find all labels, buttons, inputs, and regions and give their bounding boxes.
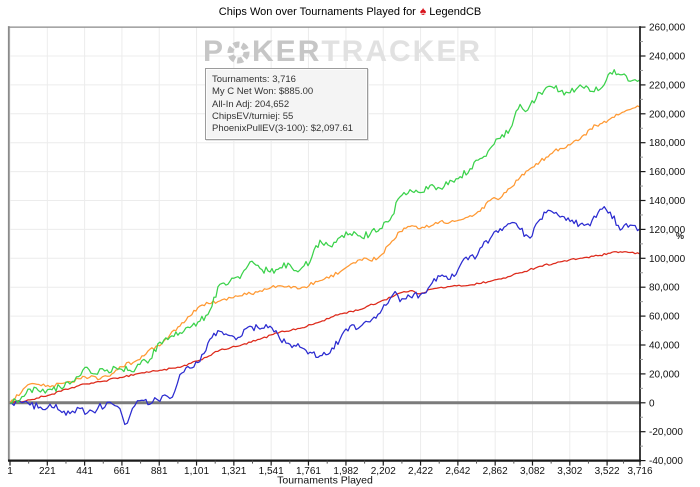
y-tick-label: 60,000	[649, 312, 680, 323]
x-tick-label: 1,541	[259, 466, 284, 477]
y-tick-label: -20,000	[649, 427, 683, 438]
stat-line-all-in-adj: All-In Adj: 204,652	[212, 98, 290, 110]
x-tick-label: 881	[151, 466, 168, 477]
y-tick-label: 100,000	[649, 254, 686, 265]
y-tick-label: 0	[649, 398, 655, 409]
y-tick-label: 120,000	[649, 225, 686, 236]
y-tick-label: 80,000	[649, 283, 680, 294]
y-axis: -40,000 -20,000 0 20,000 40,000 60,000 80,000 1…	[640, 23, 686, 467]
y-tick-label: 140,000	[649, 196, 686, 207]
x-tick-label: 441	[76, 466, 93, 477]
x-tick-label: 1,101	[184, 466, 209, 477]
x-tick-label: 1,982	[333, 466, 358, 477]
x-tick-label: 1,761	[296, 466, 321, 477]
series-orange-line	[9, 105, 641, 404]
x-axis-title: Tournaments Played	[277, 475, 373, 487]
x-axis: 1 221 441 661 881 1,101 1,321 1,541 1,761 1,982 2,…	[7, 460, 653, 477]
x-tick-label: 2,642	[445, 466, 470, 477]
x-tick-label: 3,522	[595, 466, 620, 477]
y-tick-label: 240,000	[649, 52, 686, 63]
y-tick-label: 220,000	[649, 80, 686, 91]
y-tick-label: 160,000	[649, 167, 686, 178]
right-axis-unit-label: %	[676, 231, 685, 241]
x-tick-label: 2,202	[371, 466, 396, 477]
x-tick-label: 221	[39, 466, 56, 477]
chart-title-text: Chips Won over Tournaments Played for	[218, 6, 416, 18]
x-tick-label: 1,321	[221, 466, 246, 477]
x-tick-label: 1	[7, 466, 13, 477]
y-tick-label: 180,000	[649, 138, 686, 149]
player-name: LegendCB	[429, 6, 482, 18]
stat-line-net-won: My C Net Won: $885.00	[212, 86, 314, 98]
series-green-line	[9, 69, 641, 404]
y-tick-label: 40,000	[649, 341, 680, 352]
x-tick-label: 3,302	[557, 466, 582, 477]
series-red-line	[9, 251, 641, 404]
y-tick-label: -40,000	[649, 456, 683, 467]
x-tick-label: 2,422	[408, 466, 433, 477]
stat-line-chips-ev: ChipsEV/turniej: 55	[212, 110, 294, 122]
chart-title: Chips Won over Tournaments Played for ♠ Le…	[0, 4, 700, 18]
x-tick-label: 3,082	[520, 466, 545, 477]
y-tick-label: 200,000	[649, 109, 686, 120]
y-tick-label: 260,000	[649, 23, 686, 34]
pokerstars-spade-icon: ♠	[419, 4, 427, 18]
series-blue-line	[9, 205, 641, 426]
stat-line-tournaments: Tournaments: 3,716	[212, 74, 296, 85]
stat-line-phoenix-pull-ev: PhoenixPullEV(3-100): $2,097.61	[212, 123, 354, 135]
x-tick-label: 2,862	[483, 466, 508, 477]
y-tick-label: 20,000	[649, 369, 680, 380]
x-tick-label: 661	[114, 466, 131, 477]
x-tick-label: 3,716	[627, 466, 652, 477]
stats-tooltip: Tournaments: 3,716 My C Net Won: $885.00…	[205, 68, 368, 140]
